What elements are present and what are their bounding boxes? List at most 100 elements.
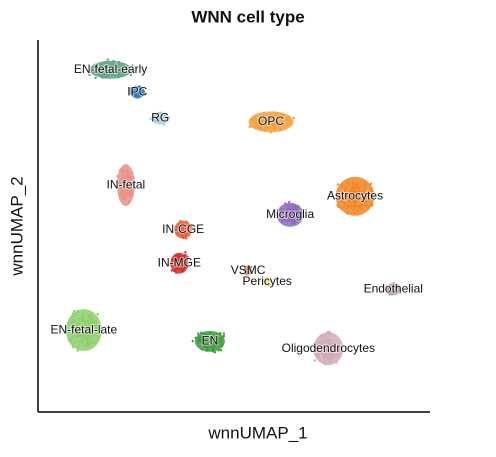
cell-point	[393, 284, 397, 288]
cell-point	[313, 359, 317, 362]
cell-point	[91, 317, 94, 320]
cell-point	[172, 263, 176, 266]
cell-point	[362, 188, 365, 191]
cell-point	[170, 269, 173, 272]
cell-point	[126, 175, 130, 179]
cell-point	[180, 256, 183, 260]
cell-point	[338, 350, 342, 353]
cell-point	[319, 351, 322, 354]
cell-point	[177, 225, 181, 229]
chart-title: WNN cell type	[191, 7, 304, 26]
cell-point	[336, 342, 340, 346]
cell-point	[112, 59, 115, 63]
cluster-label: IN-CGE	[162, 222, 204, 236]
cell-point	[127, 184, 130, 187]
cell-point	[123, 189, 126, 192]
cell-point	[126, 177, 129, 181]
cell-point	[100, 63, 103, 67]
cell-point	[342, 197, 345, 201]
cell-point	[346, 192, 350, 195]
cell-point	[294, 204, 297, 208]
cell-point	[173, 265, 176, 268]
cell-point	[67, 329, 71, 333]
cell-point	[287, 123, 290, 126]
cell-point	[92, 70, 95, 73]
cell-point	[101, 66, 105, 70]
cell-point	[330, 348, 333, 352]
cell-point	[185, 220, 188, 223]
cell-point	[185, 226, 189, 229]
cell-point	[280, 216, 283, 220]
cell-point	[105, 63, 109, 67]
cell-point	[96, 312, 99, 316]
cell-point	[287, 204, 290, 207]
cell-point	[76, 349, 79, 352]
cell-point	[73, 320, 76, 323]
cell-point	[70, 335, 74, 339]
cluster-label: Microglia	[266, 207, 314, 221]
cell-point	[79, 329, 82, 332]
cell-point	[160, 119, 163, 122]
cell-point	[80, 341, 83, 344]
cell-point	[185, 237, 188, 240]
cell-point	[360, 208, 363, 211]
cell-point	[111, 73, 115, 76]
cell-point	[317, 341, 321, 344]
cell-point	[340, 207, 343, 210]
cell-point	[180, 223, 184, 226]
cell-point	[295, 220, 298, 223]
cell-point	[129, 90, 133, 94]
cell-point	[81, 339, 84, 342]
cluster-label: Pericytes	[243, 274, 292, 288]
cell-point	[132, 184, 135, 187]
cell-point	[77, 329, 80, 332]
cell-point	[258, 118, 262, 121]
cell-point	[330, 357, 333, 361]
cell-point	[205, 344, 209, 347]
cluster-label: Endothelial	[364, 281, 423, 295]
cell-point	[212, 349, 215, 352]
cell-point	[370, 186, 373, 190]
cell-point	[332, 353, 335, 357]
cell-point	[352, 208, 356, 211]
cell-point	[317, 350, 320, 353]
cell-point	[216, 344, 219, 347]
cell-point	[184, 251, 187, 254]
cell-point	[320, 339, 324, 342]
cell-point	[324, 359, 327, 362]
cell-point	[73, 310, 76, 313]
cell-point	[166, 118, 170, 122]
cell-point	[106, 58, 109, 61]
cell-point	[291, 203, 294, 206]
cell-point	[324, 333, 327, 337]
cell-point	[123, 72, 126, 75]
cell-point	[332, 349, 336, 353]
cell-point	[292, 214, 295, 217]
cell-point	[108, 70, 111, 74]
cell-point	[336, 348, 340, 351]
cell-point	[92, 64, 95, 68]
cell-point	[205, 339, 208, 342]
cell-point	[255, 118, 259, 122]
cell-point	[71, 312, 75, 315]
cell-point	[174, 267, 178, 271]
cell-point	[70, 320, 73, 324]
cell-point	[314, 353, 317, 357]
cell-point	[391, 283, 394, 286]
cell-point	[128, 190, 132, 194]
cell-point	[369, 182, 373, 186]
cell-point	[358, 191, 362, 194]
cell-point	[177, 262, 181, 265]
cell-point	[83, 323, 87, 327]
cell-point	[117, 69, 120, 73]
cluster-label: IPC	[127, 84, 147, 98]
cell-point	[83, 337, 87, 340]
cell-point	[126, 191, 129, 195]
cell-point	[200, 331, 203, 334]
cell-point	[88, 73, 91, 77]
cell-point	[163, 120, 167, 124]
cell-point	[388, 293, 391, 296]
cell-point	[351, 197, 355, 200]
cell-point	[70, 333, 73, 336]
cell-point	[158, 122, 162, 125]
